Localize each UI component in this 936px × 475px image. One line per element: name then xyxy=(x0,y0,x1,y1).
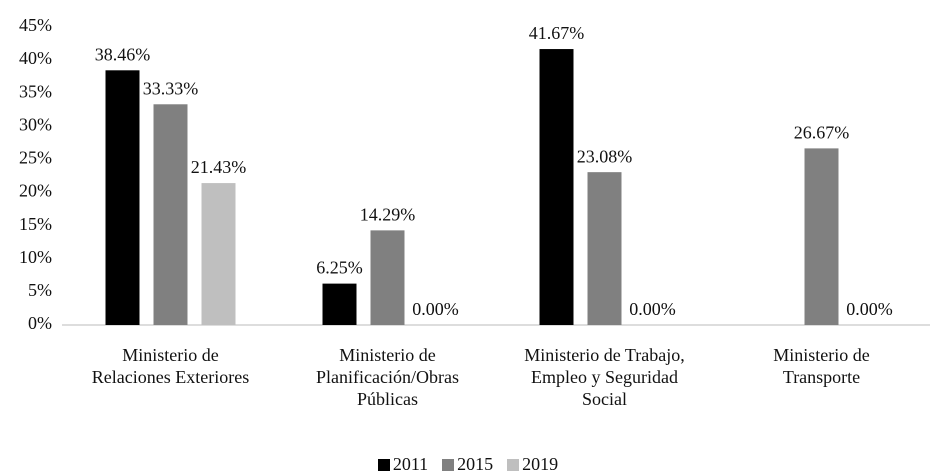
legend-item: 2019 xyxy=(507,454,558,475)
bar xyxy=(804,148,839,325)
data-label: 6.25% xyxy=(316,258,363,278)
data-label: 33.33% xyxy=(143,78,199,98)
bar xyxy=(201,183,236,325)
data-label: 0.00% xyxy=(412,299,459,319)
data-label: 26.67% xyxy=(794,123,850,143)
y-tick-label: 40% xyxy=(19,48,52,68)
bar xyxy=(587,172,622,325)
data-label: 0.00% xyxy=(846,299,893,319)
data-label: 21.43% xyxy=(191,157,247,177)
y-tick-label: 5% xyxy=(28,280,52,300)
y-tick-label: 25% xyxy=(19,148,52,168)
legend-label: 2019 xyxy=(522,454,559,474)
x-tick-label: Ministerio de Relaciones Exteriores xyxy=(91,345,250,387)
bar xyxy=(370,230,405,325)
legend-swatch xyxy=(442,458,455,471)
data-label: 41.67% xyxy=(529,23,585,43)
legend-item: 2015 xyxy=(442,454,493,475)
y-tick-label: 45% xyxy=(19,15,52,35)
y-tick-label: 20% xyxy=(19,181,52,201)
legend-swatch xyxy=(507,458,520,471)
y-tick-label: 10% xyxy=(19,247,52,267)
legend-item: 2011 xyxy=(377,454,429,475)
legend: 2011 2015 2019 xyxy=(0,454,936,475)
y-tick-label: 15% xyxy=(19,214,52,234)
bar xyxy=(105,70,140,326)
bar xyxy=(322,283,357,325)
data-label: 14.29% xyxy=(360,204,416,224)
y-tick-label: 0% xyxy=(28,313,52,333)
data-label: 23.08% xyxy=(577,146,633,166)
x-tick-label: Ministerio de Transporte xyxy=(773,345,870,387)
bar xyxy=(539,49,574,325)
legend-label: 2011 xyxy=(392,454,429,474)
legend-swatch xyxy=(377,458,390,471)
x-tick-label: Ministerio de Trabajo, Empleo y Segurida… xyxy=(524,345,685,409)
data-label: 0.00% xyxy=(629,299,676,319)
data-label: 38.46% xyxy=(95,44,151,64)
y-tick-label: 35% xyxy=(19,81,52,101)
y-tick-label: 30% xyxy=(19,114,52,134)
legend-label: 2015 xyxy=(457,454,494,474)
x-tick-label: Ministerio de Planificación/Obras Públic… xyxy=(316,345,459,409)
bar xyxy=(153,104,188,325)
